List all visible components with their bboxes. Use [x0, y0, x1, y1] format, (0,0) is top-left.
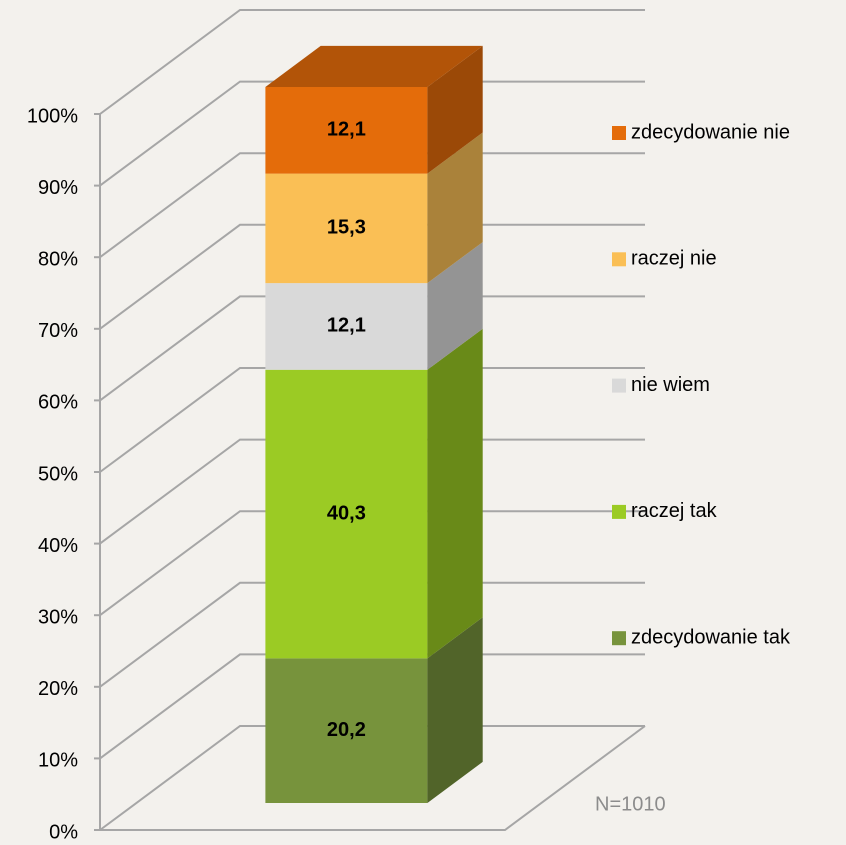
- legend-swatch: [612, 504, 626, 519]
- grid-line: [99, 510, 645, 617]
- value-label: 12,1: [327, 315, 366, 337]
- y-tick-label: 40%: [38, 535, 78, 557]
- y-tick-label: 50%: [38, 463, 78, 485]
- bar-top: [265, 45, 483, 87]
- bar-side: [427, 617, 483, 803]
- value-label: 12,1: [327, 119, 366, 141]
- y-tick-label: 70%: [38, 320, 78, 342]
- annotation: N=1010: [595, 793, 666, 815]
- legend-label: raczej tak: [631, 500, 718, 522]
- bar-segment: [265, 658, 428, 803]
- grid-line: [99, 438, 645, 545]
- bar-side: [427, 328, 483, 659]
- grid-line: [99, 152, 645, 259]
- floor: [100, 725, 646, 831]
- grid-line: [99, 295, 645, 402]
- bar-segment: [265, 173, 428, 284]
- value-label: 40,3: [327, 502, 366, 524]
- bar-side: [427, 45, 483, 174]
- legend-label: zdecydowanie tak: [631, 626, 791, 648]
- legend-label: zdecydowanie nie: [631, 121, 790, 143]
- grid-line: [99, 367, 645, 473]
- bar-side: [427, 132, 483, 284]
- y-tick-label: 80%: [38, 248, 78, 270]
- grid-line: [99, 9, 645, 115]
- bar-segment: [265, 283, 428, 370]
- legend-label: nie wiem: [631, 374, 710, 396]
- y-tick-label: 0%: [49, 821, 78, 843]
- value-label: 15,3: [327, 217, 366, 239]
- bar-segment: [265, 86, 428, 174]
- y-tick-label: 60%: [38, 392, 78, 414]
- value-label: 20,2: [327, 719, 366, 741]
- legend-swatch: [612, 252, 626, 267]
- grid-line: [99, 725, 645, 831]
- y-tick-label: 20%: [38, 678, 78, 700]
- legend-swatch: [612, 631, 626, 646]
- legend-swatch: [612, 378, 626, 393]
- bar-side: [427, 242, 483, 370]
- grid-line: [99, 223, 645, 330]
- legend-swatch: [612, 126, 626, 140]
- y-tick-label: 90%: [38, 177, 78, 199]
- y-tick-label: 100%: [27, 105, 78, 127]
- bar-segment: [265, 369, 428, 659]
- y-tick-label: 30%: [38, 606, 78, 628]
- y-tick-label: 10%: [38, 750, 78, 772]
- grid-line: [99, 653, 645, 760]
- grid-line: [99, 581, 645, 688]
- legend-label: raczej nie: [631, 248, 717, 270]
- grid-line: [99, 80, 645, 187]
